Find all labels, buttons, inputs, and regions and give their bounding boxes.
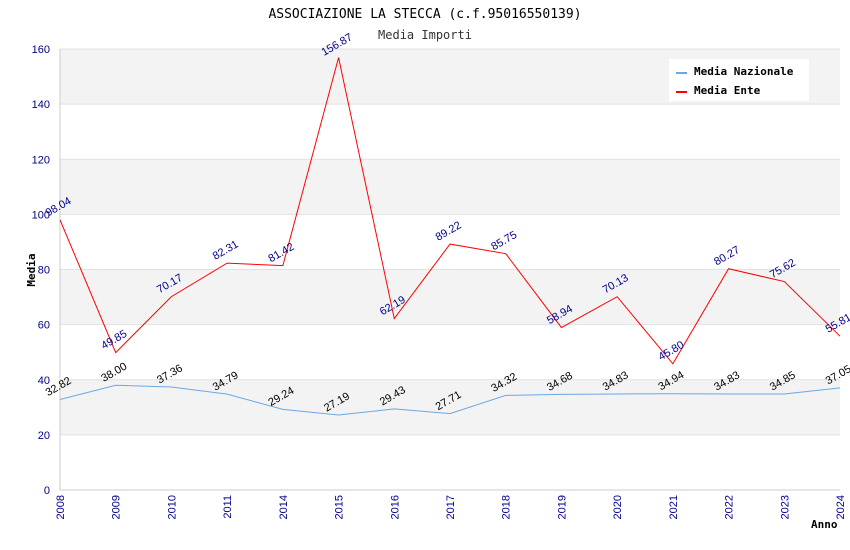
- y-tick-label: 80: [38, 265, 50, 277]
- plot-band: [60, 159, 840, 215]
- x-tick-label: 2009: [111, 495, 123, 519]
- x-tick-label: 2023: [779, 495, 791, 519]
- series-line-media-ente: [59, 57, 841, 365]
- plot-band: [60, 434, 840, 490]
- x-tick-label: 2017: [445, 495, 457, 519]
- y-tick-label: 160: [32, 44, 50, 56]
- plot-band: [60, 214, 840, 270]
- y-tick-label: 0: [44, 485, 50, 497]
- legend-box: [669, 59, 809, 101]
- legend-label-media-nazionale: Media Nazionale: [694, 65, 794, 78]
- y-tick-label: 40: [38, 375, 50, 387]
- legend: Media Nazionale Media Ente: [669, 59, 809, 101]
- x-tick-label: 2015: [334, 495, 346, 519]
- plot-background-bands: [60, 49, 840, 490]
- y-tick-label: 20: [38, 430, 50, 442]
- y-tick-label: 120: [32, 154, 50, 166]
- x-tick-label: 2011: [222, 495, 234, 519]
- y-tick-label: 60: [38, 320, 50, 332]
- x-tick-label: 2019: [556, 495, 568, 519]
- x-tick-label: 2010: [166, 495, 178, 519]
- x-tick-label: 2022: [724, 495, 736, 519]
- series-line-media-nazionale: [59, 384, 841, 416]
- series-lines: [59, 57, 841, 416]
- x-tick-label: 2016: [389, 495, 401, 519]
- legend-label-media-ente: Media Ente: [694, 84, 761, 97]
- chart-title: ASSOCIAZIONE LA STECCA (c.f.95016550139): [268, 7, 581, 22]
- y-tick-label: 140: [32, 99, 50, 111]
- x-tick-labels: 2008 2009 2010 2011 2014 2015 2016 2017 2018 2019…: [55, 495, 847, 519]
- x-axis-label: Anno: [811, 518, 838, 531]
- y-tick-label: 100: [32, 209, 50, 221]
- x-tick-label: 2014: [278, 495, 290, 519]
- chart-subtitle: Media Importi: [378, 28, 472, 42]
- y-tick-labels: 0 20 40 60 80 100 120 140 160: [32, 44, 50, 497]
- x-tick-label: 2021: [668, 495, 680, 519]
- y-axis-label: Media: [25, 253, 38, 286]
- x-tick-label: 2024: [835, 495, 847, 519]
- plot-band: [60, 324, 840, 380]
- x-tick-label: 2020: [612, 495, 624, 519]
- x-tick-label: 2008: [55, 495, 67, 519]
- plot-band: [60, 104, 840, 160]
- plot-band: [60, 269, 840, 325]
- x-tick-label: 2018: [501, 495, 513, 519]
